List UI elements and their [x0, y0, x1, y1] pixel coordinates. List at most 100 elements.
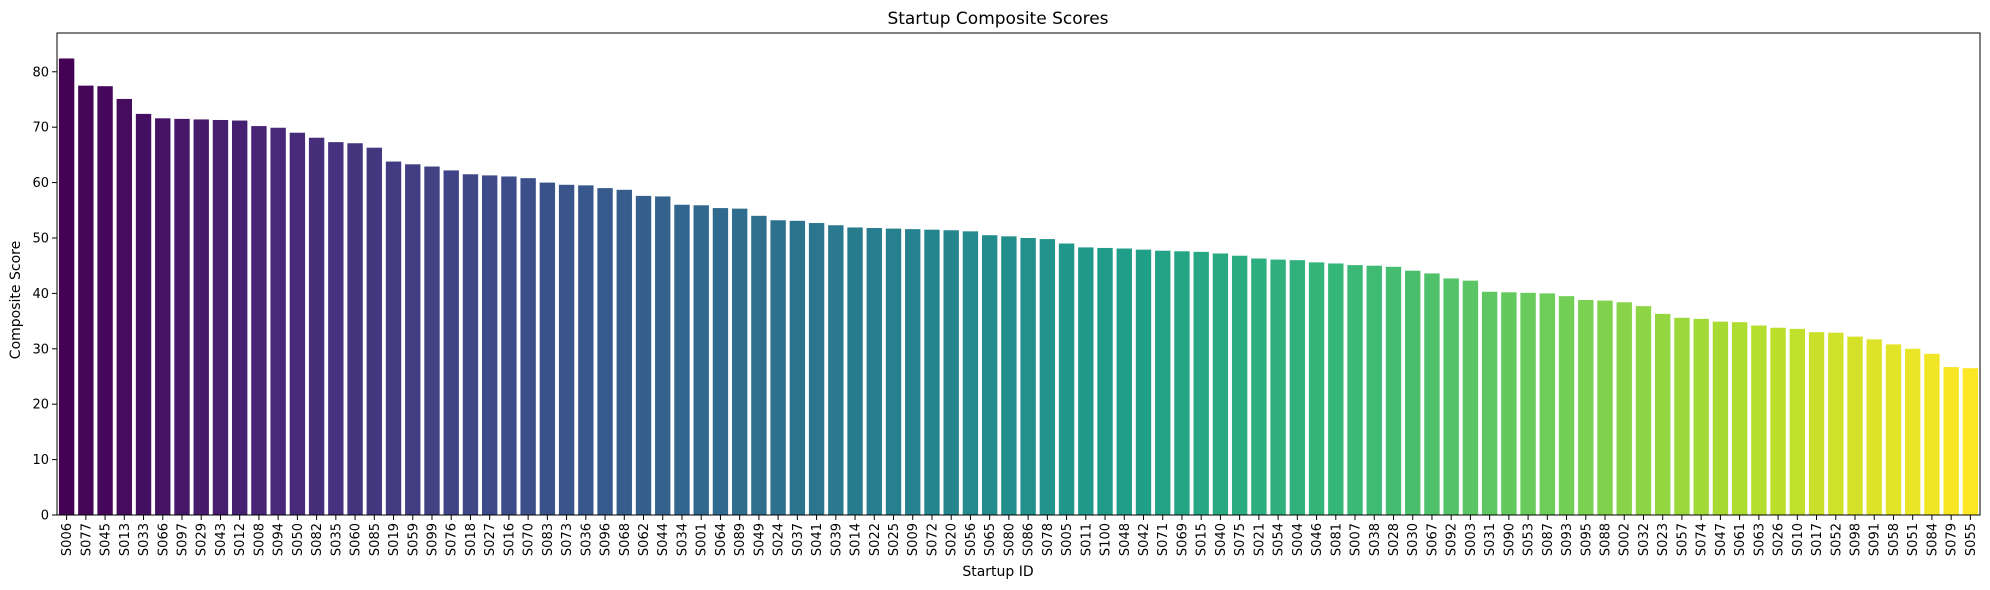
x-tick-label: S028 — [1387, 523, 1402, 556]
x-tick-label: S026 — [1772, 523, 1787, 556]
bar-s014 — [847, 227, 863, 515]
x-tick-label: S094 — [272, 523, 287, 556]
bar-s076 — [443, 170, 459, 515]
x-tick-label: S087 — [1541, 523, 1556, 556]
bar-s084 — [1924, 353, 1940, 515]
bar-s097 — [174, 118, 190, 515]
bar-s073 — [558, 184, 575, 515]
bar-s031 — [1481, 291, 1498, 515]
x-tick-label: S040 — [1214, 523, 1229, 556]
x-tick-label: S051 — [1906, 523, 1921, 556]
x-tick-label: S082 — [310, 523, 325, 556]
x-tick-label: S024 — [772, 523, 787, 556]
bar-s094 — [270, 127, 286, 516]
bar-s032 — [1635, 306, 1652, 515]
bar-s045 — [97, 86, 113, 515]
bar-s070 — [520, 178, 536, 515]
x-tick-label: S038 — [1368, 523, 1383, 556]
bar-s047 — [1712, 321, 1729, 515]
x-tick-label: S053 — [1522, 523, 1537, 556]
bar-s034 — [674, 204, 690, 515]
x-tick-label: S016 — [502, 523, 517, 556]
bar-s055 — [1962, 368, 1979, 515]
bar-s042 — [1135, 249, 1152, 515]
x-tick-label: S092 — [1445, 523, 1460, 556]
x-tick-label: S009 — [906, 523, 921, 556]
x-tick-label: S035 — [329, 523, 344, 556]
x-tick-label: S057 — [1675, 523, 1690, 556]
x-tick-label: S086 — [1022, 523, 1037, 556]
bar-s025 — [885, 228, 902, 515]
x-tick-label: S025 — [887, 523, 902, 556]
x-tick-label: S022 — [868, 523, 883, 556]
x-tick-label: S034 — [675, 523, 690, 556]
x-tick-label: S077 — [79, 523, 94, 556]
bar-s066 — [155, 118, 171, 515]
bar-s089 — [731, 208, 748, 515]
bar-s093 — [1558, 296, 1575, 515]
x-tick-label: S063 — [1752, 523, 1767, 556]
bar-s016 — [501, 176, 517, 516]
bar-s039 — [828, 225, 844, 515]
x-tick-label: S055 — [1964, 523, 1979, 556]
bar-s048 — [1116, 248, 1132, 515]
x-tick-label: S078 — [1041, 523, 1056, 556]
x-tick-label: S083 — [541, 523, 556, 556]
bar-s038 — [1366, 265, 1382, 515]
bar-s075 — [1231, 255, 1248, 516]
x-tick-label: S066 — [156, 523, 171, 556]
bar-s085 — [366, 147, 382, 516]
x-tick-label: S049 — [752, 523, 767, 556]
x-tick-label: S098 — [1849, 523, 1864, 556]
x-tick-label: S014 — [849, 523, 864, 556]
x-tick-label: S043 — [214, 523, 229, 556]
x-tick-label: S010 — [1791, 523, 1806, 556]
bar-s001 — [693, 205, 709, 515]
x-tick-label: S037 — [791, 523, 806, 556]
bar-s029 — [193, 119, 209, 516]
bar-s058 — [1885, 344, 1902, 515]
x-tick-label: S003 — [1464, 523, 1479, 556]
bar-s082 — [308, 137, 325, 516]
x-axis: S006 S077 S045 S013 S033 S066 S097 S029 S043 S012… — [60, 515, 1979, 556]
x-tick-label: S018 — [464, 523, 479, 556]
bar-s041 — [808, 223, 825, 515]
x-tick-label: S033 — [137, 523, 152, 556]
x-tick-label: S041 — [810, 523, 825, 556]
x-tick-label: S096 — [599, 523, 614, 556]
bar-s074 — [1693, 318, 1709, 515]
x-tick-label: S059 — [406, 523, 421, 556]
bar-s017 — [1808, 332, 1825, 515]
y-tick-label: 50 — [32, 231, 49, 246]
chart-title: Startup Composite Scores — [887, 9, 1108, 29]
bar-s044 — [655, 196, 671, 516]
x-tick-label: S017 — [1810, 523, 1825, 556]
x-tick-label: S052 — [1829, 523, 1844, 556]
bar-s071 — [1155, 250, 1171, 516]
bar-s086 — [1020, 237, 1036, 515]
x-tick-label: S036 — [579, 523, 594, 556]
x-tick-label: S074 — [1695, 523, 1710, 556]
bar-s005 — [1058, 243, 1075, 515]
bar-s020 — [943, 230, 959, 515]
x-tick-label: S021 — [1252, 523, 1267, 556]
bar-s027 — [481, 175, 498, 515]
bar-s052 — [1828, 332, 1844, 515]
x-tick-label: S061 — [1733, 523, 1748, 556]
bar-s035 — [328, 142, 344, 516]
bar-s067 — [1424, 273, 1440, 515]
x-tick-label: S071 — [1156, 523, 1171, 556]
bar-s007 — [1347, 265, 1363, 515]
bar-s023 — [1655, 313, 1671, 515]
x-tick-label: S031 — [1483, 523, 1498, 556]
x-tick-label: S058 — [1887, 523, 1902, 556]
x-tick-label: S042 — [1137, 523, 1152, 556]
bar-s069 — [1174, 251, 1190, 515]
x-tick-label: S081 — [1329, 523, 1344, 556]
bar-s068 — [616, 189, 632, 515]
x-tick-label: S070 — [522, 523, 537, 556]
bar-s026 — [1770, 327, 1786, 515]
bar-s015 — [1193, 251, 1209, 515]
y-tick-label: 10 — [32, 453, 49, 468]
